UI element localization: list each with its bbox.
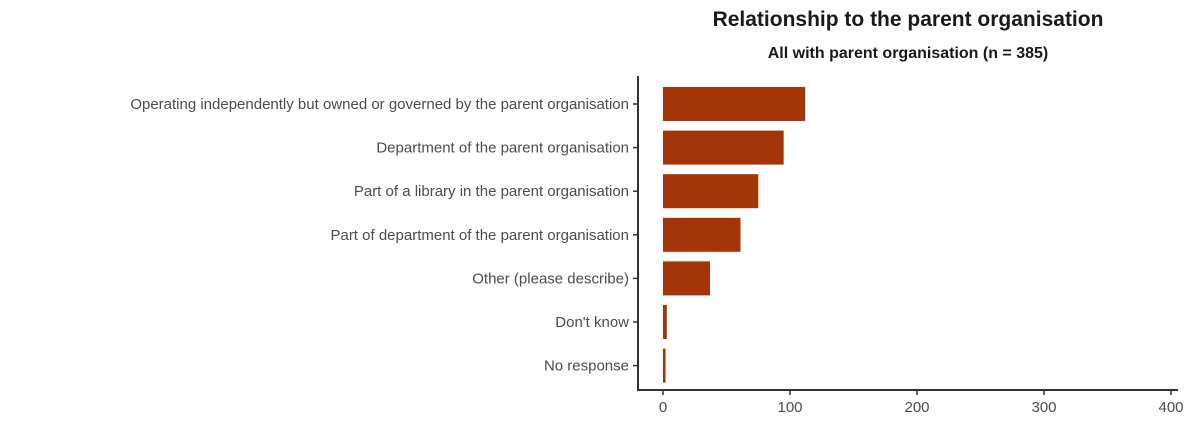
bar (663, 217, 741, 252)
axes (637, 76, 1178, 391)
bars (663, 87, 806, 383)
bar (663, 348, 666, 383)
bar (663, 174, 759, 209)
category-labels: Operating independently but owned or gov… (130, 96, 638, 375)
category-label: No response (544, 358, 629, 375)
chart-title: Relationship to the parent organisation (713, 8, 1104, 31)
x-tick-label: 300 (1031, 399, 1056, 416)
x-tick-label: 0 (659, 399, 667, 416)
category-label: Operating independently but owned or gov… (130, 96, 629, 113)
category-label: Department of the parent organisation (376, 140, 629, 157)
x-tick-label: 400 (1158, 399, 1183, 416)
bar (663, 87, 806, 121)
bar (663, 130, 784, 165)
chart-subtitle: All with parent organisation (n = 385) (768, 45, 1048, 62)
x-tick-label: 100 (777, 399, 802, 416)
category-label: Part of department of the parent organis… (330, 227, 629, 244)
x-axis-ticks: 0 100 200 300 400 (659, 390, 1184, 416)
category-label: Part of a library in the parent organisa… (354, 183, 629, 200)
bar (663, 261, 710, 296)
category-label: Other (please describe) (472, 270, 629, 287)
x-tick-label: 200 (904, 399, 929, 416)
category-label: Don't know (555, 314, 629, 331)
bar (663, 305, 667, 339)
